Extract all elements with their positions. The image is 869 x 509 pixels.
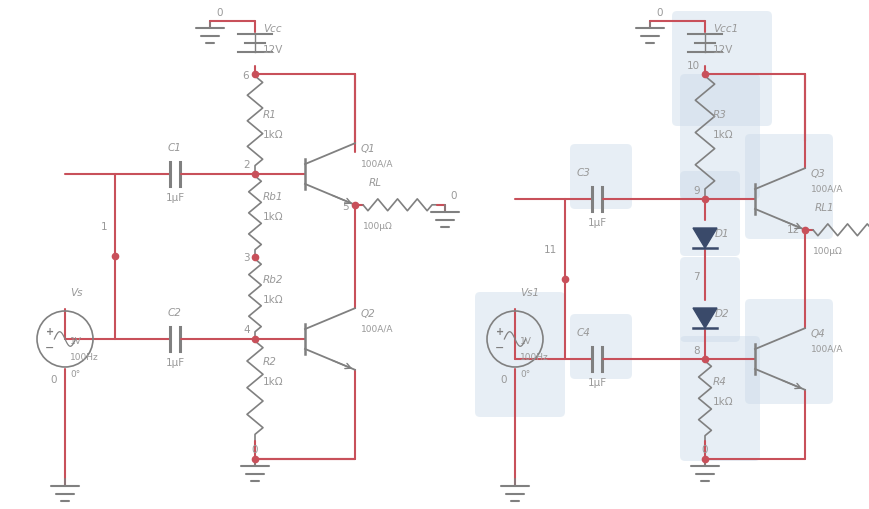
Text: C1: C1 — [168, 143, 182, 153]
Text: 0: 0 — [500, 374, 507, 384]
FancyBboxPatch shape — [474, 293, 564, 417]
Text: 1kΩ: 1kΩ — [713, 130, 733, 140]
Text: 4: 4 — [243, 324, 249, 334]
Text: 100A/A: 100A/A — [361, 324, 393, 333]
Text: 100μΩ: 100μΩ — [812, 246, 842, 256]
Text: 2: 2 — [243, 160, 249, 169]
Text: 0: 0 — [701, 444, 707, 454]
Polygon shape — [693, 308, 716, 328]
FancyBboxPatch shape — [569, 145, 631, 210]
Text: R2: R2 — [262, 356, 276, 366]
Text: −: − — [494, 342, 504, 352]
Text: R1: R1 — [262, 110, 276, 120]
FancyBboxPatch shape — [744, 135, 832, 240]
Text: 1μF: 1μF — [587, 217, 606, 228]
Text: Vs: Vs — [70, 288, 83, 297]
Text: C2: C2 — [168, 307, 182, 318]
FancyBboxPatch shape — [680, 258, 740, 343]
Text: 9: 9 — [693, 186, 700, 195]
Text: 100Hz: 100Hz — [520, 353, 548, 362]
Text: 0°: 0° — [520, 370, 529, 379]
Text: Rb1: Rb1 — [262, 191, 283, 202]
Text: Vs1: Vs1 — [520, 288, 539, 297]
Text: 100A/A: 100A/A — [810, 184, 843, 193]
Text: 1kΩ: 1kΩ — [262, 212, 283, 221]
Text: 11: 11 — [543, 244, 556, 254]
Text: Q4: Q4 — [810, 328, 825, 338]
FancyBboxPatch shape — [744, 299, 832, 404]
Text: 0: 0 — [216, 8, 222, 18]
Text: Vcc1: Vcc1 — [713, 24, 738, 34]
Text: RL1: RL1 — [814, 203, 833, 212]
Text: 5: 5 — [342, 202, 348, 211]
Text: 3: 3 — [243, 252, 249, 263]
Text: C3: C3 — [576, 167, 590, 178]
Text: R4: R4 — [713, 376, 726, 386]
Text: 1μF: 1μF — [165, 192, 184, 203]
Text: 6: 6 — [242, 71, 249, 81]
FancyBboxPatch shape — [680, 336, 760, 461]
Text: Vcc: Vcc — [262, 24, 282, 34]
Text: RL: RL — [368, 178, 381, 187]
Text: 1μF: 1μF — [587, 377, 606, 387]
Text: +: + — [495, 326, 503, 336]
Text: 0°: 0° — [70, 370, 80, 379]
Text: 8: 8 — [693, 345, 700, 355]
Text: 1μF: 1μF — [165, 357, 184, 367]
Text: 1kΩ: 1kΩ — [713, 396, 733, 406]
FancyBboxPatch shape — [569, 315, 631, 379]
Text: 1: 1 — [100, 221, 107, 232]
Text: 100μΩ: 100μΩ — [362, 221, 392, 231]
Text: 0: 0 — [449, 190, 456, 201]
Text: R3: R3 — [713, 110, 726, 120]
Text: −: − — [45, 342, 54, 352]
Text: 100A/A: 100A/A — [810, 344, 843, 353]
Text: 100Hz: 100Hz — [70, 353, 99, 362]
Text: 1kΩ: 1kΩ — [262, 376, 283, 386]
Text: 1kΩ: 1kΩ — [262, 294, 283, 304]
FancyBboxPatch shape — [680, 172, 740, 257]
Text: 1V: 1V — [70, 337, 82, 346]
Text: 10: 10 — [687, 61, 700, 71]
Text: 12V: 12V — [713, 45, 733, 55]
Text: 1kΩ: 1kΩ — [262, 130, 283, 140]
Text: D1: D1 — [714, 229, 729, 239]
Text: 12: 12 — [786, 224, 799, 234]
Text: 0: 0 — [50, 374, 57, 384]
FancyBboxPatch shape — [680, 75, 760, 200]
Text: 12V: 12V — [262, 45, 283, 55]
Text: +: + — [45, 326, 54, 336]
Text: 0: 0 — [251, 444, 258, 454]
FancyBboxPatch shape — [671, 12, 771, 127]
Text: Rb2: Rb2 — [262, 274, 283, 285]
Text: D2: D2 — [714, 308, 729, 318]
Text: C4: C4 — [576, 327, 590, 337]
Text: 7: 7 — [693, 271, 700, 281]
Polygon shape — [693, 229, 716, 248]
Text: 0: 0 — [655, 8, 661, 18]
Text: Q2: Q2 — [361, 308, 375, 319]
Text: Q3: Q3 — [810, 169, 825, 179]
Text: 1V: 1V — [520, 337, 531, 346]
Text: Q1: Q1 — [361, 144, 375, 154]
Text: 100A/A: 100A/A — [361, 159, 393, 168]
